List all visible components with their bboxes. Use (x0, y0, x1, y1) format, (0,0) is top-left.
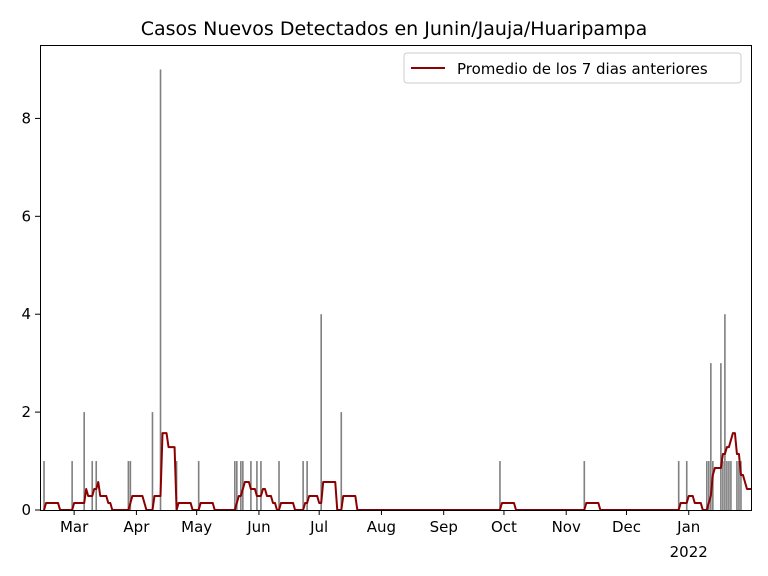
y-axis: 0 2 4 6 8 (21, 109, 40, 519)
case-bar (234, 461, 236, 510)
case-bar (738, 461, 740, 510)
x-tick-label: Apr (123, 518, 150, 536)
case-bar (677, 461, 680, 510)
case-bar (320, 314, 322, 510)
x-axis: Mar Apr May Jun Jul Aug Sep Oct Nov Dec Jan 2022 (60, 510, 708, 561)
case-bar (236, 461, 238, 510)
x-tick-label: Nov (552, 518, 581, 536)
case-bar (197, 461, 200, 510)
y-tick-label: 8 (21, 109, 31, 127)
case-bar (43, 461, 45, 510)
case-bar (127, 461, 130, 510)
y-tick-label: 2 (21, 403, 31, 421)
case-bar (710, 363, 712, 510)
case-bar (740, 461, 742, 510)
plot-frame (40, 45, 752, 511)
case-bar (730, 461, 732, 510)
case-bar (91, 461, 94, 510)
case-bar (720, 363, 722, 510)
x-tick-label: Oct (491, 518, 517, 536)
bars (43, 69, 742, 510)
case-bar (340, 412, 343, 510)
avg-line-group (43, 432, 751, 511)
x-tick-label: Sep (430, 518, 458, 536)
legend-box (403, 52, 742, 84)
case-bar (712, 461, 714, 510)
case-bar (256, 461, 258, 510)
chart-title: Casos Nuevos Detectados en Junin/Jauja/H… (141, 18, 648, 40)
x-tick-label: Jul (309, 518, 328, 536)
legend: Promedio de los 7 dias anteriores (403, 52, 742, 84)
case-bar (302, 461, 304, 510)
legend-label: Promedio de los 7 dias anteriores (457, 60, 708, 78)
case-bar (240, 461, 242, 510)
case-bar (129, 461, 132, 510)
case-bar (728, 461, 730, 510)
x-tick-label: Mar (60, 518, 89, 536)
case-bar (278, 461, 280, 510)
case-bar (708, 461, 710, 510)
case-bar (260, 461, 262, 510)
case-bar (159, 69, 162, 510)
case-bar (499, 461, 501, 510)
x-tick-sublabel: 2022 (670, 543, 708, 561)
avg-line (43, 432, 751, 511)
y-tick-label: 6 (21, 207, 31, 225)
y-tick-label: 0 (21, 501, 31, 519)
y-tick-label: 4 (21, 305, 31, 323)
case-bar (83, 412, 85, 510)
case-bar (722, 461, 724, 510)
x-tick-label: Dec (612, 518, 641, 536)
case-bar (726, 461, 728, 510)
case-bar (583, 461, 586, 510)
x-tick-label: Jun (246, 518, 270, 536)
case-bar (685, 461, 688, 510)
x-tick-label: Aug (367, 518, 396, 536)
case-bar (71, 461, 73, 510)
x-tick-label: Jan (676, 518, 700, 536)
case-bar (706, 461, 708, 510)
case-bar (724, 314, 726, 510)
case-bar (151, 412, 154, 510)
case-bar (306, 461, 308, 510)
case-bar (736, 461, 738, 510)
x-tick-label: May (181, 518, 212, 536)
